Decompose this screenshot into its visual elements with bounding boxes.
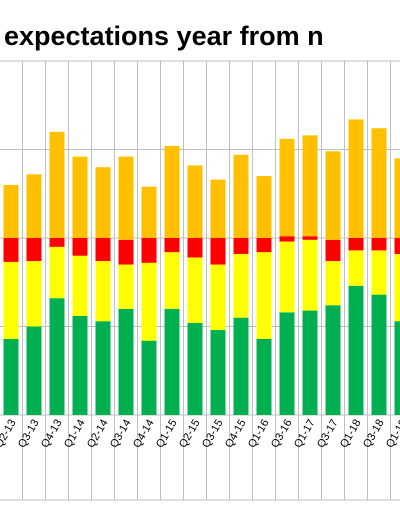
bar-segment: [187, 257, 203, 323]
bar-segment: [210, 238, 226, 265]
bar-segment: [3, 261, 19, 339]
bar-segment: [256, 252, 272, 339]
bar-segment: [118, 156, 134, 240]
bar-segment: [233, 253, 249, 318]
bar-segment: [233, 154, 249, 238]
bar-segment: [187, 238, 203, 258]
bar-segment: [348, 285, 364, 415]
bar-segment: [279, 236, 295, 242]
bar-segment: [302, 239, 318, 311]
bar-segment: [26, 174, 42, 238]
bar-segment: [95, 321, 111, 415]
bar-segment: [279, 312, 295, 415]
bar-segment: [164, 252, 180, 309]
bar-segment: [279, 138, 295, 237]
bar-segment: [49, 246, 65, 299]
bar-segment: [118, 239, 134, 265]
bar-segment: [325, 151, 341, 240]
bar-segment: [141, 186, 157, 238]
bar-segment: [118, 308, 134, 415]
bar-segment: [72, 255, 88, 316]
bar-segment: [95, 167, 111, 238]
bar-segment: [394, 321, 400, 415]
bar-segment: [118, 264, 134, 309]
bar-segment: [187, 322, 203, 415]
bar-segment: [210, 264, 226, 331]
bar-segment: [72, 315, 88, 415]
bar-segment: [95, 261, 111, 322]
bar-segment: [164, 308, 180, 415]
bar-segment: [371, 238, 387, 251]
bar-segment: [26, 261, 42, 327]
bar-segment: [233, 317, 249, 415]
bar-segment: [72, 156, 88, 238]
bar-segment: [256, 238, 272, 253]
bar-segment: [233, 238, 249, 254]
bar-segment: [49, 238, 65, 247]
bar-segment: [394, 238, 400, 254]
bar-segment: [164, 238, 180, 253]
bar-segment: [302, 135, 318, 237]
bar-segment: [256, 176, 272, 238]
bar-segment: [141, 340, 157, 415]
bar-segment: [3, 184, 19, 238]
bar-segment: [141, 262, 157, 341]
bar-segment: [26, 326, 42, 415]
bar-segment: [3, 338, 19, 415]
bar-segment: [325, 239, 341, 262]
bar-segment: [325, 305, 341, 415]
bar-segment: [302, 310, 318, 415]
bar-segment: [210, 179, 226, 238]
bar-segment: [302, 236, 318, 240]
bar-segment: [72, 238, 88, 256]
bar-segment: [26, 238, 42, 262]
bar-segment: [348, 238, 364, 251]
bar-segment: [371, 294, 387, 415]
bar-segment: [325, 261, 341, 306]
bar-segment: [371, 128, 387, 238]
bar-segment: [348, 119, 364, 238]
bar-segment: [394, 253, 400, 322]
bar-segment: [256, 338, 272, 415]
bar-segment: [141, 238, 157, 263]
bar-segment: [187, 165, 203, 238]
bar-segment: [49, 131, 65, 238]
bar-segment: [95, 238, 111, 262]
bar-segment: [3, 238, 19, 262]
bar-segment: [279, 241, 295, 313]
bar-segment: [394, 158, 400, 238]
bar-segment: [49, 298, 65, 415]
bar-segment: [164, 145, 180, 238]
bar-segment: [210, 330, 226, 415]
bar-segment: [348, 250, 364, 286]
bar-segment: [371, 250, 387, 295]
chart-title: expectations year from n: [4, 21, 324, 51]
